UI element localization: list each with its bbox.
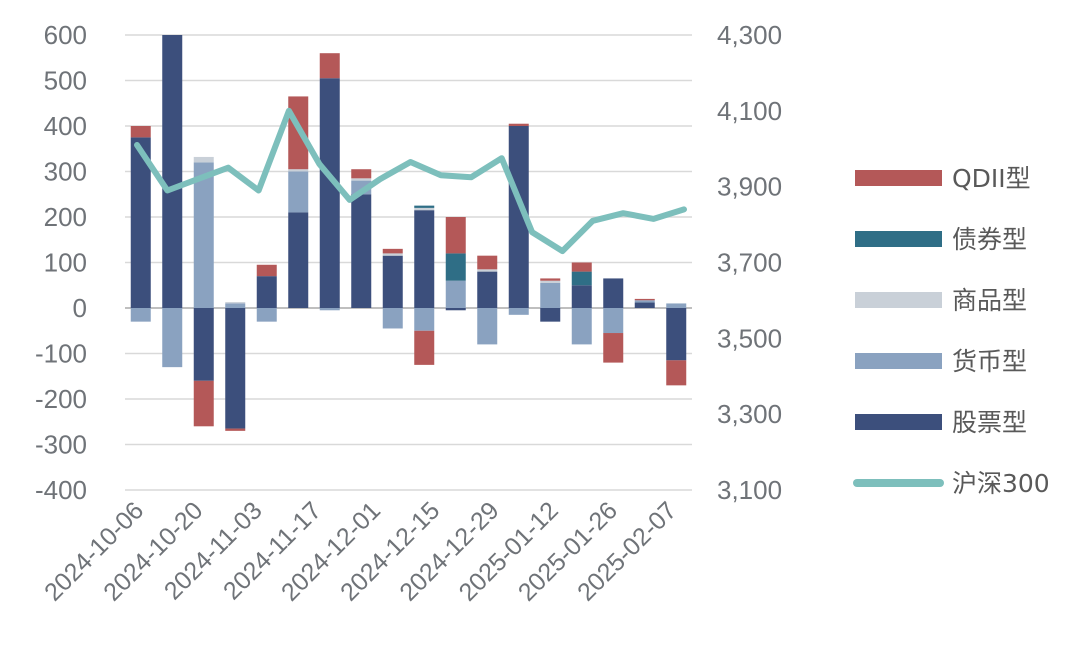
legend-swatch <box>855 353 942 369</box>
y-left-tick-label: -200 <box>35 384 87 414</box>
bar-segment <box>445 308 466 311</box>
bar-segment <box>603 333 624 363</box>
bar-segment <box>319 78 340 308</box>
bar-segment <box>571 285 592 308</box>
bars <box>130 35 687 431</box>
bar-segment <box>256 276 277 308</box>
bar-segment <box>288 212 309 308</box>
bar-segment <box>445 253 466 281</box>
bar-segment <box>634 300 655 303</box>
bar-segment <box>571 262 592 272</box>
bar-segment <box>288 169 309 172</box>
bar-segment <box>193 156 214 163</box>
bar-segment <box>477 308 498 345</box>
y-left-tick-label: 500 <box>44 66 87 96</box>
bar-segment <box>225 428 246 431</box>
bar-segment <box>540 282 561 308</box>
bar-segment <box>319 308 340 311</box>
bar-segment <box>508 123 529 126</box>
legend-label: 货币型 <box>952 347 1027 376</box>
bar-segment <box>508 126 529 308</box>
bar-segment <box>225 302 246 304</box>
bar-segment <box>193 308 214 381</box>
y-left-tick-label: -300 <box>35 430 87 460</box>
bar-segment <box>414 308 435 331</box>
y-right-tick-label: 4,300 <box>717 20 782 50</box>
bar-segment <box>256 308 277 322</box>
bar-segment <box>571 271 592 286</box>
bar-segment <box>540 280 561 283</box>
bar-segment <box>666 308 687 361</box>
legend-swatch <box>855 292 942 308</box>
bar-segment <box>130 137 151 308</box>
y-left-tick-label: -100 <box>35 339 87 369</box>
bar-segment <box>477 271 498 308</box>
bar-segment <box>540 308 561 322</box>
legend-label: 债券型 <box>952 225 1027 254</box>
bar-segment <box>162 308 183 368</box>
bar-segment <box>634 302 655 308</box>
bar-segment <box>225 308 246 429</box>
bar-segment <box>414 330 435 365</box>
bar-segment <box>351 178 372 181</box>
bar-segment <box>382 308 403 329</box>
bar-segment <box>603 308 624 334</box>
legend-swatch <box>855 170 942 186</box>
bar-segment <box>256 264 277 277</box>
y-left-tick-label: -400 <box>35 475 87 505</box>
bar-segment <box>666 360 687 386</box>
y-right-tick-label: 3,300 <box>717 399 782 429</box>
bar-segment <box>351 169 372 179</box>
bar-segment <box>477 255 498 270</box>
legend-label: 股票型 <box>952 408 1027 437</box>
bar-segment <box>414 207 435 211</box>
index-line <box>134 107 687 255</box>
y-left-tick-label: 600 <box>44 20 87 50</box>
bar-segment <box>130 126 151 138</box>
y-right-tick-label: 3,900 <box>717 172 782 202</box>
bar-segment <box>414 205 435 208</box>
bar-segment <box>382 255 403 308</box>
bar-segment <box>540 278 561 281</box>
bar-segment <box>414 210 435 308</box>
y-left-tick-label: 300 <box>44 157 87 187</box>
legend-label: 沪深300 <box>952 469 1050 498</box>
y-right-tick-label: 3,700 <box>717 248 782 278</box>
legend-swatch <box>855 414 942 430</box>
bar-segment <box>162 35 183 308</box>
y-left-tick-label: 0 <box>73 293 87 323</box>
bar-segment <box>382 253 403 256</box>
legend-label: 商品型 <box>952 286 1027 315</box>
y-left-tick-label: 400 <box>44 111 87 141</box>
bar-segment <box>571 308 592 345</box>
bar-segment <box>445 217 466 254</box>
bar-segment <box>477 269 498 272</box>
bar-segment <box>445 280 466 308</box>
bar-segment <box>288 171 309 213</box>
legend-label: QDII型 <box>952 164 1031 193</box>
bar-segment <box>225 303 246 308</box>
y-right-tick-label: 3,100 <box>717 475 782 505</box>
bar-segment <box>351 194 372 308</box>
bar-segment <box>193 162 214 308</box>
bar-segment <box>319 53 340 79</box>
bar-segment <box>193 380 214 427</box>
y-right-tick-label: 4,100 <box>717 96 782 126</box>
legend-swatch <box>855 231 942 247</box>
bar-segment <box>382 248 403 254</box>
bar-segment <box>508 308 529 315</box>
y-left-tick-label: 100 <box>44 248 87 278</box>
grid-lines <box>125 34 692 491</box>
bar-segment <box>666 303 687 308</box>
y-left-tick-label: 200 <box>44 202 87 232</box>
y-right-tick-label: 3,500 <box>717 323 782 353</box>
bar-segment <box>603 278 624 308</box>
bar-segment <box>130 308 151 322</box>
bar-segment <box>634 298 655 301</box>
csi300-line <box>134 107 687 255</box>
